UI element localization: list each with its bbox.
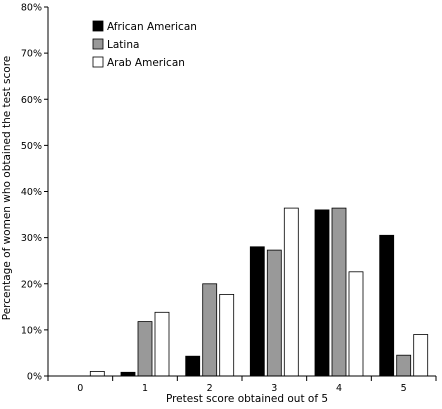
y-tick-label: 70% [21,49,42,60]
bar-african-american-5 [379,234,395,377]
y-tick-label: 40% [21,187,42,198]
x-tick-label: 5 [401,383,407,394]
y-axis-title: Percentage of women who obtained the tes… [1,56,13,321]
bar-arab-american-2 [219,293,235,377]
legend-label-african-american: African American [107,21,197,33]
x-tick-label: 2 [207,383,213,394]
legend-swatch-latina [92,38,104,50]
bar-latina-2 [202,283,218,377]
bar-arab-american-0 [89,370,105,377]
x-axis-title: Pretest score obtained out of 5 [166,393,328,405]
bars-layer [89,207,429,377]
bar-african-american-3 [249,246,265,377]
y-tick-label: 10% [21,325,42,336]
x-tick-label: 3 [271,383,277,394]
x-tick-label: 0 [77,383,83,394]
legend-swatch-arab-american [92,56,104,68]
y-tick-label: 80% [21,3,42,14]
x-tick-label: 4 [336,383,342,394]
bar-arab-american-1 [154,311,170,377]
legend-label-latina: Latina [107,39,139,51]
bar-arab-american-4 [348,271,364,377]
y-tick-label: 30% [21,233,42,244]
bar-arab-american-3 [283,207,299,377]
bar-latina-1 [137,321,153,377]
y-tick-label: 0% [27,372,42,383]
bar-african-american-4 [314,209,330,377]
y-tick-label: 50% [21,141,42,152]
legend-swatch-african-american [92,20,104,32]
bar-latina-3 [266,249,282,377]
ticks-layer: 0% 10% 20% 30% 40% 50% 60% 70% 80% 0 1 2 3 4 5 [21,3,437,394]
bar-african-american-1 [120,371,136,377]
x-tick-label: 1 [142,383,148,394]
y-tick-label: 60% [21,95,42,106]
bar-african-american-2 [185,355,201,377]
y-tick-label: 20% [21,279,42,290]
bar-latina-4 [331,207,347,377]
bar-arab-american-5 [413,334,429,377]
legend: African American Latina Arab American [92,20,197,69]
legend-label-arab-american: Arab American [107,57,185,69]
bar-latina-5 [396,354,412,377]
